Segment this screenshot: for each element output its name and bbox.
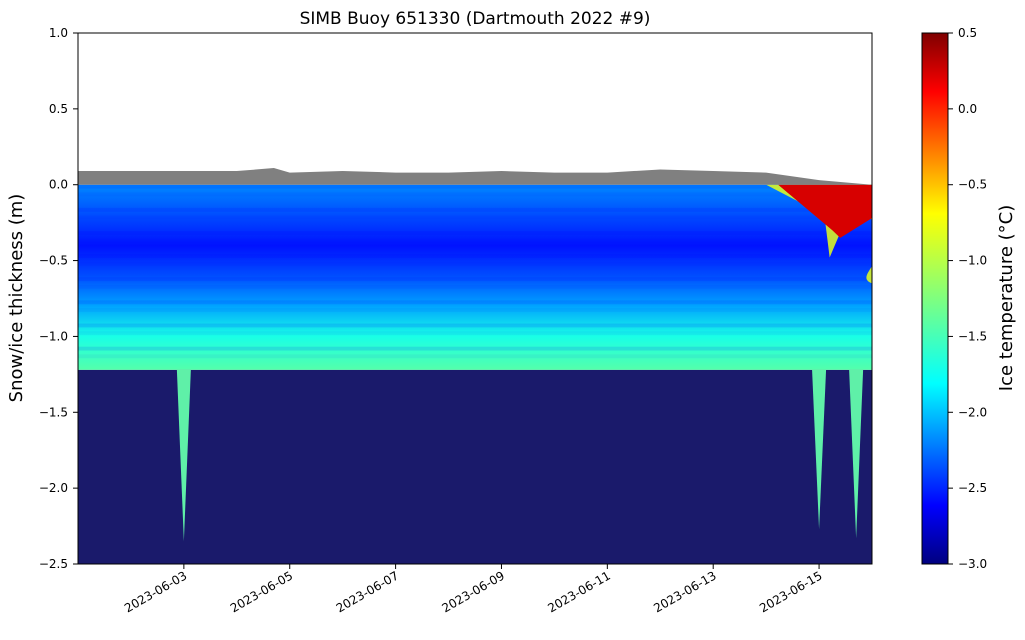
y-tick-label-1: 0.5 xyxy=(49,102,68,116)
ice-band-12 xyxy=(78,277,872,282)
ice-band-19 xyxy=(78,331,872,336)
ice-band-4 xyxy=(78,215,872,220)
melt-core xyxy=(778,184,872,238)
y-tick-label-4: −1.0 xyxy=(39,329,68,343)
ice-band-1 xyxy=(78,192,872,197)
y-tick-label-6: −2.0 xyxy=(39,481,68,495)
colorbar xyxy=(921,32,949,565)
ice-band-9 xyxy=(78,254,872,258)
ice-band-13 xyxy=(78,284,872,289)
ice-temperature-field xyxy=(78,184,872,370)
ice-band-3 xyxy=(78,207,872,212)
ice-band-0 xyxy=(78,184,872,189)
x-tick-label-3: 2023-06-09 xyxy=(440,568,507,615)
cb-tick-label-7: −3.0 xyxy=(958,557,987,571)
x-tick-label-0: 2023-06-03 xyxy=(122,568,189,615)
y-tick-label-3: −0.5 xyxy=(39,254,68,268)
x-tick-label-2: 2023-06-07 xyxy=(334,568,401,615)
x-tick-label-1: 2023-06-05 xyxy=(228,568,295,615)
cb-tick-label-1: 0.0 xyxy=(958,102,977,116)
ice-band-7 xyxy=(78,238,872,243)
ocean-region xyxy=(78,369,872,564)
ocean-spike-2 xyxy=(849,369,864,539)
cb-tick-label-4: −1.5 xyxy=(958,329,987,343)
snow-layer xyxy=(78,168,872,185)
ice-band-10 xyxy=(78,261,872,266)
plot-area xyxy=(78,168,872,564)
ice-band-22 xyxy=(78,354,872,359)
cb-tick-label-5: −2.0 xyxy=(958,405,987,419)
cb-tick-label-0: 0.5 xyxy=(958,26,977,40)
y-axis: 1.0 0.5 0.0 −0.5 −1.0 −1.5 −2.0 −2.5 xyxy=(39,26,78,571)
ice-band-15 xyxy=(78,300,872,305)
y-tick-label-0: 1.0 xyxy=(49,26,68,40)
x-tick-label-6: 2023-06-15 xyxy=(757,568,824,615)
ocean-spike-0 xyxy=(176,369,191,542)
cb-tick-label-2: −0.5 xyxy=(958,178,987,192)
cb-tick-label-3: −1.0 xyxy=(958,254,987,268)
x-tick-label-5: 2023-06-13 xyxy=(651,568,718,615)
y-axis-label: Snow/ice thickness (m) xyxy=(6,194,27,403)
chart-title: SIMB Buoy 651330 (Dartmouth 2022 #9) xyxy=(300,9,651,29)
ice-band-16 xyxy=(78,308,872,312)
ocean-spike-1 xyxy=(812,369,827,530)
x-axis: 2023-06-03 2023-06-05 2023-06-07 2023-06-09… xyxy=(122,564,825,615)
plot-frame xyxy=(77,32,873,565)
surface-melt-region xyxy=(766,184,872,284)
x-tick-label-4: 2023-06-11 xyxy=(545,568,612,615)
ice-band-18 xyxy=(78,323,872,328)
ice-temperature-cells xyxy=(78,184,872,359)
colorbar-label: Ice temperature (°C) xyxy=(996,205,1017,391)
y-tick-label-7: −2.5 xyxy=(39,557,68,571)
y-tick-label-2: 0.0 xyxy=(49,178,68,192)
ice-band-6 xyxy=(78,230,872,235)
colorbar-axis: 0.5 0.0 −0.5 −1.0 −1.5 −2.0 −2.5 −3.0 xyxy=(948,26,987,571)
y-tick-label-5: −1.5 xyxy=(39,405,68,419)
cb-tick-label-6: −2.5 xyxy=(958,481,987,495)
ocean-temperature-spikes xyxy=(176,369,864,542)
ice-band-21 xyxy=(78,346,872,351)
